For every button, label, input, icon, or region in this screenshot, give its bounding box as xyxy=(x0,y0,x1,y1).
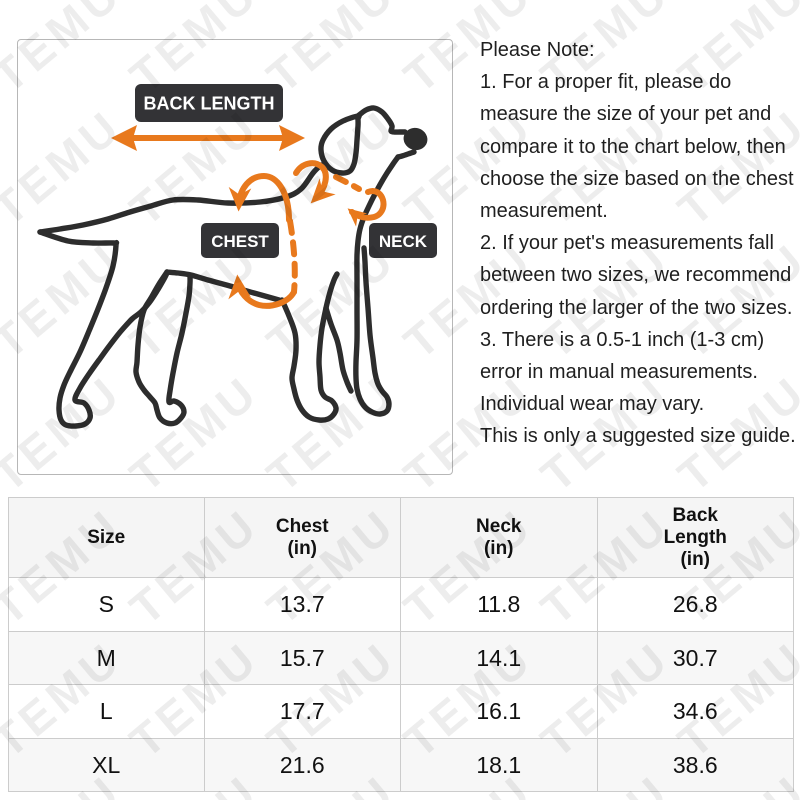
svg-text:BACK LENGTH: BACK LENGTH xyxy=(144,94,275,114)
svg-text:CHEST: CHEST xyxy=(211,232,269,251)
svg-text:NECK: NECK xyxy=(379,232,428,251)
